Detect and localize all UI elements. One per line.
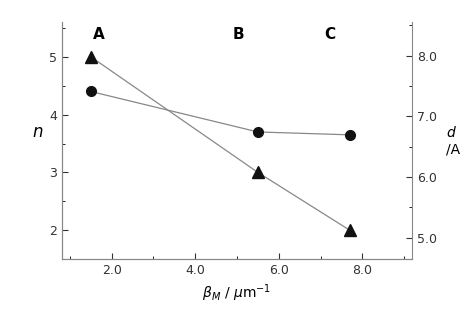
Y-axis label: $d$
/A: $d$ /A [446, 125, 460, 156]
Text: C: C [325, 27, 336, 42]
Text: A: A [93, 27, 105, 42]
X-axis label: $\beta$$_M$ / $\mu$m$^{-1}$: $\beta$$_M$ / $\mu$m$^{-1}$ [202, 283, 272, 304]
Text: B: B [233, 27, 245, 42]
Y-axis label: $n$: $n$ [32, 123, 43, 141]
